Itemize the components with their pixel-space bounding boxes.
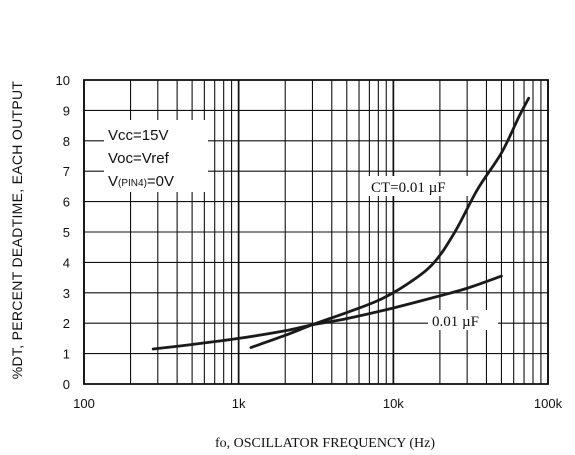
grid-lines bbox=[83, 79, 549, 385]
vcc-condition: Vcc=15V bbox=[108, 127, 168, 144]
y-tick-label: 7 bbox=[63, 164, 70, 179]
y-tick-label: 4 bbox=[63, 255, 70, 270]
y-tick-label: 1 bbox=[63, 347, 70, 362]
y-tick-label: 10 bbox=[56, 73, 70, 88]
y-tick-label: 8 bbox=[63, 134, 70, 149]
y-tick-label: 6 bbox=[63, 195, 70, 210]
x-tick-label: 100 bbox=[73, 396, 95, 411]
y-tick-label: 0 bbox=[63, 377, 70, 392]
x-tick-label: 10k bbox=[383, 396, 404, 411]
voc-condition: Voc=Vref bbox=[108, 150, 170, 167]
y-tick-label: 5 bbox=[63, 225, 70, 240]
lower-curve-label: 0.01 µF bbox=[432, 314, 479, 330]
series-1-curve bbox=[151, 274, 503, 351]
y-tick-label: 9 bbox=[63, 103, 70, 118]
tick-labels: 0 1 2 3 4 5 6 7 8 9 10 100 1k 10k 100k bbox=[56, 73, 563, 411]
x-tick-label: 100k bbox=[534, 396, 563, 411]
upper-curve-label-background bbox=[368, 176, 472, 196]
pin4-subscript: (PIN4) bbox=[118, 178, 147, 189]
pin4-prefix: V bbox=[108, 173, 118, 190]
plot-frame bbox=[83, 79, 549, 385]
pin4-condition: V(PIN4)=0V bbox=[108, 173, 174, 190]
data-curves bbox=[151, 96, 531, 351]
x-tick-label: 1k bbox=[232, 396, 246, 411]
x-axis-label: fo, OSCILLATOR FREQUENCY (Hz) bbox=[215, 436, 435, 451]
y-axis-label: %DT, PERCENT DEADTIME, EACH OUTPUT bbox=[9, 81, 25, 380]
upper-curve-label: CT=0.01 µF bbox=[371, 180, 446, 196]
lower-curve-label-background bbox=[428, 310, 498, 330]
y-tick-label: 3 bbox=[63, 286, 70, 301]
pin4-suffix: =0V bbox=[147, 173, 174, 190]
conditions-note: Vcc=15V Voc=Vref V(PIN4)=0V bbox=[104, 120, 208, 192]
conditions-note-background bbox=[104, 120, 208, 192]
y-tick-label: 2 bbox=[63, 316, 70, 331]
